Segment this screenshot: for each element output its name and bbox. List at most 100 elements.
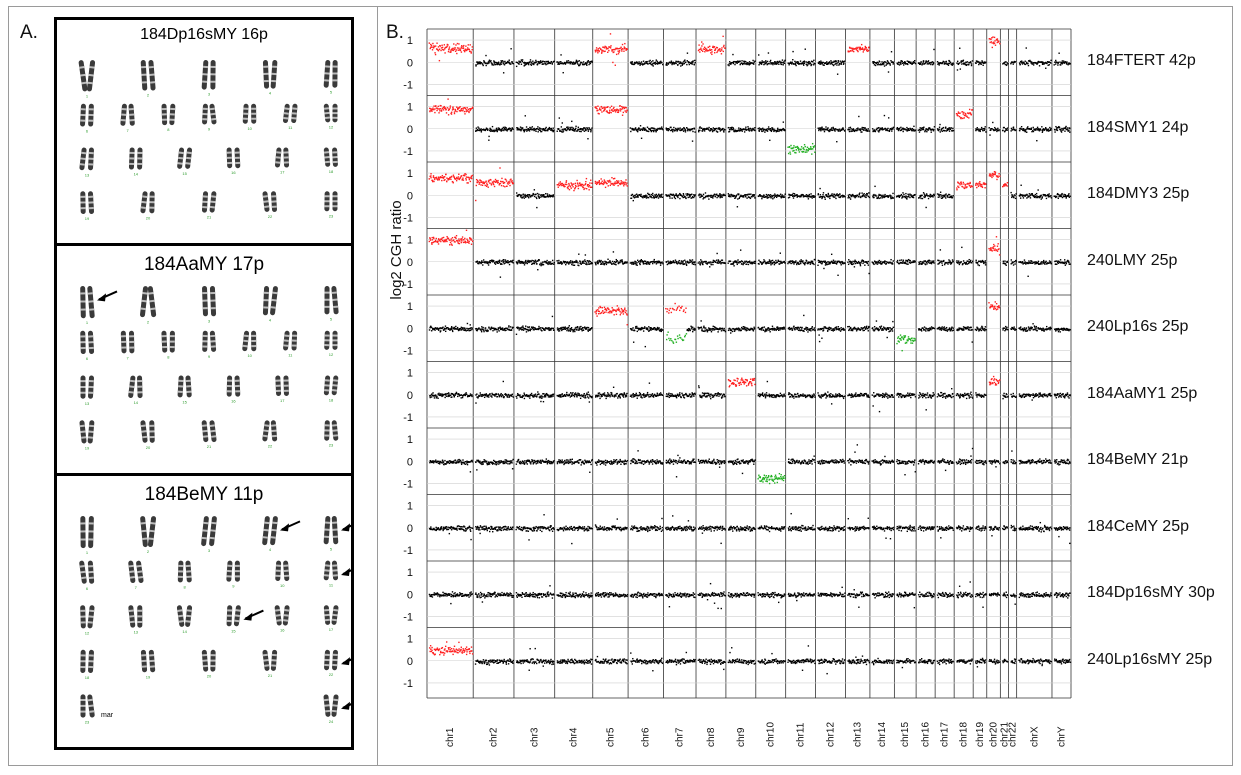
cgh-point — [924, 194, 926, 197]
cgh-point — [683, 60, 686, 62]
cgh-point — [442, 109, 445, 111]
cgh-point — [586, 128, 589, 130]
cgh-point — [456, 106, 458, 108]
cgh-point — [691, 63, 693, 65]
cgh-point — [797, 62, 799, 64]
cgh-point — [771, 62, 774, 64]
cgh-point — [748, 64, 750, 66]
cgh-point — [712, 195, 715, 197]
cgh-point — [620, 183, 622, 185]
cgh-point — [1045, 67, 1047, 69]
cgh-point — [808, 193, 811, 196]
cgh-point — [571, 183, 573, 185]
cgh-point — [625, 107, 627, 109]
cgh-point — [525, 259, 527, 262]
cgh-point — [938, 126, 941, 128]
cgh-point — [678, 259, 680, 262]
cgh-point — [694, 261, 696, 263]
cgh-point — [831, 262, 834, 264]
cgh-point — [503, 129, 505, 132]
cgh-point — [905, 63, 907, 65]
chromosome-pair — [140, 191, 155, 214]
cgh-point — [898, 195, 901, 197]
cgh-point — [1012, 126, 1015, 128]
cgh-point — [983, 183, 985, 185]
cgh-point — [909, 196, 911, 199]
cgh-point — [698, 194, 700, 197]
cgh-point — [929, 128, 931, 130]
cgh-point — [693, 195, 696, 197]
cgh-point — [566, 60, 568, 62]
cgh-point — [1028, 193, 1031, 195]
cgh-point — [636, 264, 638, 266]
cgh-point — [447, 44, 449, 46]
cgh-point — [842, 61, 845, 63]
cgh-point — [838, 260, 840, 262]
cgh-point — [812, 196, 815, 198]
cgh-point — [692, 261, 695, 263]
cgh-point — [461, 47, 463, 50]
cgh-point — [861, 195, 864, 198]
cgh-point — [947, 128, 949, 130]
cgh-point — [962, 181, 965, 184]
cgh-point — [685, 197, 687, 200]
cgh-point — [429, 237, 431, 240]
cgh-point — [921, 263, 923, 265]
cgh-point — [814, 195, 816, 197]
cgh-point — [823, 64, 825, 66]
cgh-point — [719, 130, 722, 132]
cgh-point — [964, 115, 966, 117]
cgh-point — [578, 184, 580, 187]
cgh-point — [768, 259, 771, 261]
cgh-point — [985, 183, 987, 185]
cgh-point — [672, 129, 674, 131]
cgh-point — [649, 129, 652, 132]
cgh-point — [501, 61, 503, 64]
cgh-point — [814, 151, 816, 153]
cgh-point — [431, 108, 434, 111]
cgh-point — [811, 63, 813, 66]
cgh-point — [1043, 194, 1045, 197]
cgh-point — [942, 61, 944, 64]
cgh-point — [760, 62, 762, 65]
cgh-point — [1050, 197, 1053, 199]
cgh-point — [949, 127, 951, 129]
cgh-point — [531, 128, 534, 131]
cgh-point — [455, 179, 458, 182]
cgh-point — [1065, 126, 1067, 129]
cgh-point — [543, 194, 545, 196]
cgh-point — [728, 260, 731, 262]
chromosome-pair — [120, 103, 135, 126]
cgh-point — [597, 260, 599, 262]
cgh-point — [744, 261, 746, 263]
cgh-point — [1059, 128, 1061, 131]
cgh-point — [859, 129, 862, 132]
cgh-point — [675, 260, 678, 263]
cgh-point — [480, 262, 482, 264]
cgh-point — [991, 174, 993, 176]
cgh-point — [659, 128, 661, 130]
cgh-point — [898, 127, 901, 130]
y-tick-label: 0 — [407, 257, 413, 269]
cgh-point — [458, 107, 461, 109]
cgh-point — [692, 61, 694, 63]
cgh-point — [1068, 196, 1071, 198]
cgh-point — [867, 50, 869, 53]
cgh-point — [750, 62, 752, 64]
cgh-points — [428, 167, 1072, 209]
cgh-point — [500, 184, 503, 187]
cgh-point — [702, 48, 705, 50]
cgh-point — [965, 64, 968, 67]
cgh-point — [658, 260, 660, 262]
cgh-point — [1005, 129, 1007, 131]
cgh-point — [457, 242, 460, 245]
cgh-point — [538, 259, 541, 261]
cgh-point — [904, 195, 906, 198]
cgh-point — [839, 130, 841, 132]
cgh-point — [605, 46, 608, 49]
cgh-point — [717, 128, 719, 130]
cgh-point — [583, 184, 585, 187]
cgh-point — [698, 193, 701, 195]
cgh-point — [763, 261, 765, 263]
cgh-point — [469, 177, 472, 179]
